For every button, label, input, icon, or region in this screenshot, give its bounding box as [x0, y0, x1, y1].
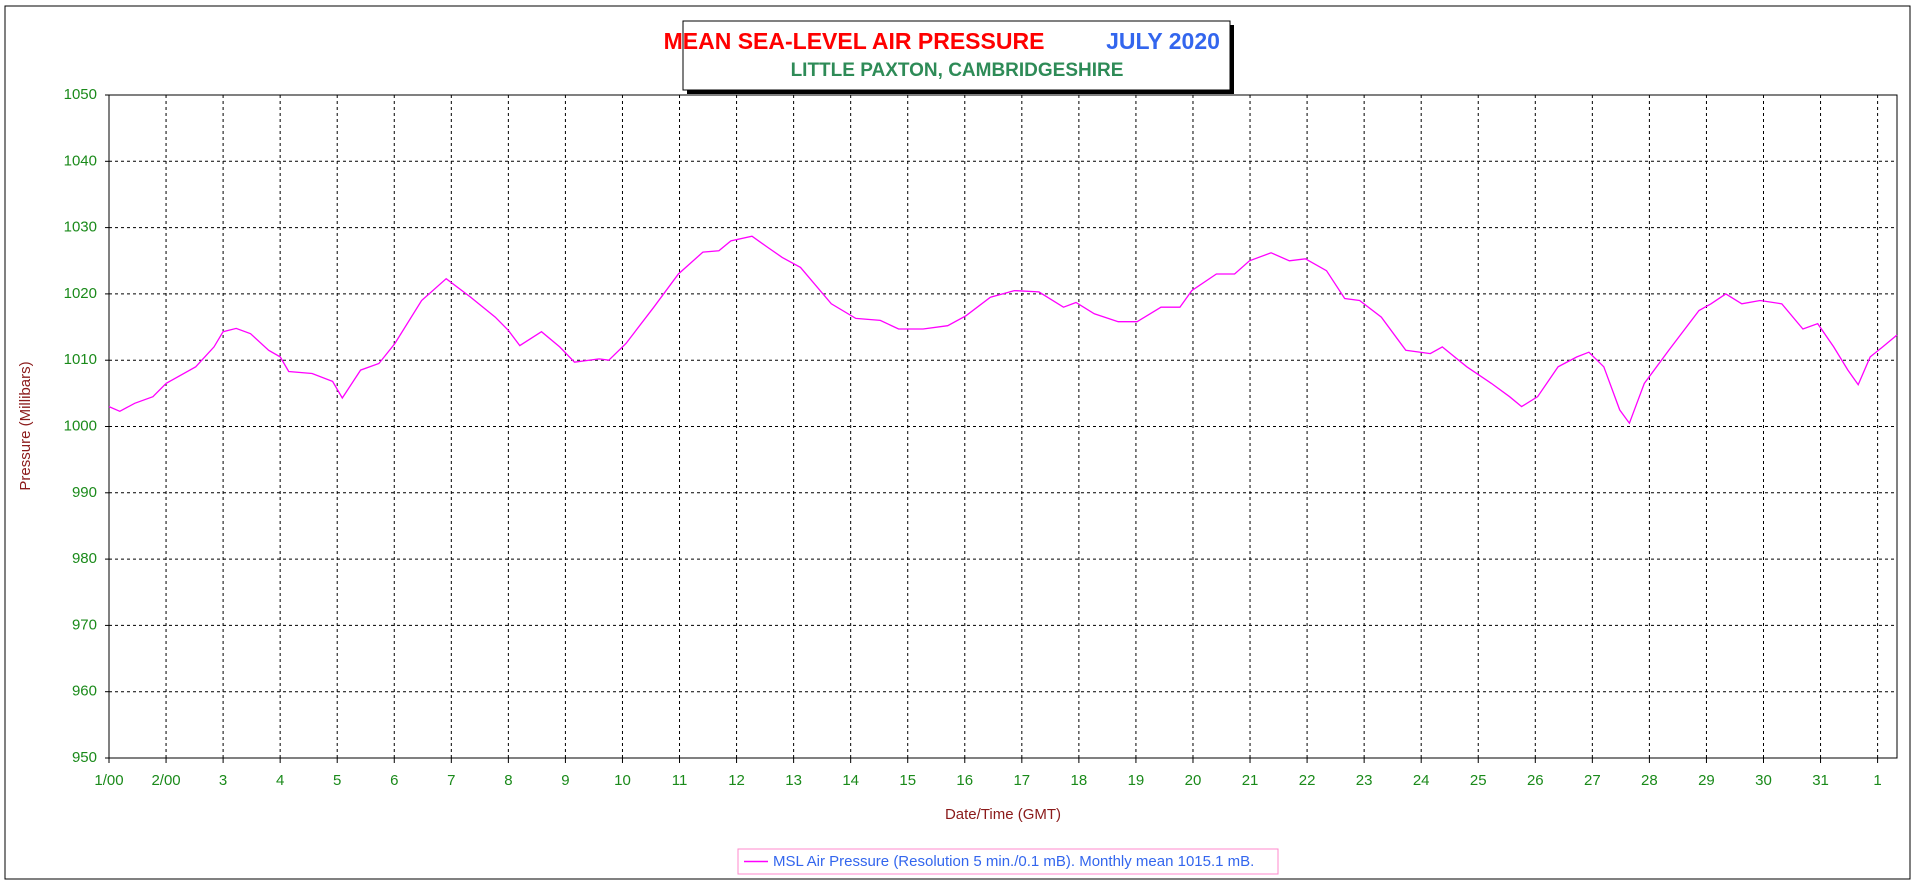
data-line — [108, 235, 1898, 425]
y-tick-label: 970 — [72, 616, 97, 633]
x-tick-label: 22 — [1299, 772, 1316, 789]
x-tick-label: 31 — [1812, 772, 1829, 789]
y-tick-label: 1050 — [64, 86, 97, 103]
y-tick-label: 1040 — [64, 152, 97, 169]
y-axis-label: Pressure (Millibars) — [17, 361, 34, 490]
x-tick-label: 15 — [899, 772, 916, 789]
x-tick-label: 13 — [785, 772, 802, 789]
x-tick-label: 1 — [1873, 772, 1881, 789]
y-tick-label: 980 — [72, 550, 97, 567]
y-tick-label: 1010 — [64, 351, 97, 368]
x-tick-label: 7 — [447, 772, 455, 789]
x-tick-label: 30 — [1755, 772, 1772, 789]
x-tick-label: 5 — [333, 772, 341, 789]
x-tick-label: 17 — [1013, 772, 1030, 789]
legend-label: MSL Air Pressure (Resolution 5 min./0.1 … — [773, 853, 1254, 870]
legend — [737, 848, 1279, 875]
x-tick-label: 16 — [956, 772, 973, 789]
x-tick-label: 19 — [1128, 772, 1145, 789]
x-axis-label: Date/Time (GMT) — [945, 806, 1061, 823]
x-tick-label: 21 — [1242, 772, 1259, 789]
x-tick-label: 18 — [1071, 772, 1088, 789]
x-tick-label: 24 — [1413, 772, 1430, 789]
x-tick-label: 3 — [219, 772, 227, 789]
frame — [4, 5, 1911, 880]
x-tick-label: 27 — [1584, 772, 1601, 789]
x-tick-label: 12 — [728, 772, 745, 789]
y-tick-label: 1020 — [64, 285, 97, 302]
x-tick-label: 8 — [504, 772, 512, 789]
y-tick-label: 1000 — [64, 417, 97, 434]
title-period: JULY 2020 — [1106, 28, 1220, 54]
x-tick-label: 14 — [842, 772, 859, 789]
x-tick-label: 11 — [672, 772, 688, 789]
x-tick-label: 25 — [1470, 772, 1487, 789]
chart-title: MEAN SEA-LEVEL AIR PRESSURE — [664, 28, 1045, 54]
plot-area — [108, 94, 1898, 759]
x-tick-label: 20 — [1185, 772, 1202, 789]
x-tick-label: 2/00 — [151, 772, 180, 789]
x-tick-label: 9 — [561, 772, 569, 789]
subtitle: LITTLE PAXTON, CAMBRIDGESHIRE — [791, 60, 1124, 81]
x-tick-label: 4 — [276, 772, 284, 789]
title-box — [682, 20, 1231, 91]
x-tick-label: 29 — [1698, 772, 1715, 789]
y-tick-label: 950 — [72, 749, 97, 766]
x-tick-label: 10 — [614, 772, 631, 789]
y-tick-label: 1030 — [64, 219, 97, 236]
x-tick-label: 1/00 — [94, 772, 123, 789]
x-tick-label: 6 — [390, 772, 398, 789]
y-tick-label: 990 — [72, 484, 97, 501]
x-tick-label: 28 — [1641, 772, 1658, 789]
x-tick-label: 23 — [1356, 772, 1373, 789]
y-tick-label: 960 — [72, 683, 97, 700]
x-tick-label: 26 — [1527, 772, 1544, 789]
